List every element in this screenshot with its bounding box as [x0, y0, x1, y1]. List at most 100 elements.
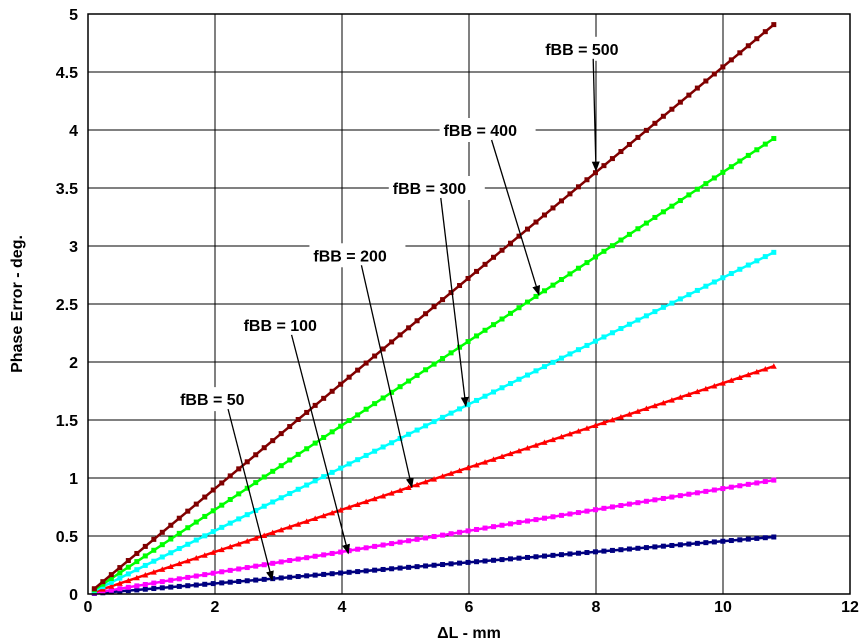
data-point — [406, 325, 412, 331]
data-point — [346, 374, 352, 380]
data-point — [457, 560, 463, 566]
data-point — [261, 532, 268, 538]
data-point — [567, 551, 573, 557]
data-point — [287, 574, 293, 580]
data-point — [482, 459, 489, 465]
data-point — [312, 478, 318, 484]
data-point — [125, 558, 131, 564]
y-tick-label: 3 — [69, 239, 78, 256]
data-point — [286, 524, 293, 530]
data-point — [677, 542, 683, 548]
data-point — [329, 429, 335, 435]
data-point — [210, 529, 216, 535]
x-tick-label: 0 — [84, 599, 93, 616]
data-point — [745, 152, 751, 158]
data-point — [372, 353, 378, 359]
data-point — [142, 581, 148, 587]
y-tick-label: 3.5 — [56, 181, 78, 198]
data-point — [558, 433, 565, 440]
data-point — [634, 408, 641, 414]
series-fbb-400 — [91, 135, 777, 593]
data-point — [652, 544, 658, 550]
data-point — [524, 518, 530, 524]
data-point — [278, 431, 284, 437]
data-point — [601, 163, 607, 169]
data-point — [261, 445, 267, 451]
data-point — [321, 571, 327, 577]
data-point — [592, 170, 598, 176]
series-fbb-500 — [91, 22, 777, 592]
data-point — [397, 332, 403, 338]
data-point — [491, 557, 497, 563]
data-point — [541, 288, 547, 294]
data-point — [321, 552, 327, 558]
data-point — [669, 494, 675, 500]
annotation-label: fBB = 500 — [545, 42, 618, 59]
data-point — [660, 495, 666, 501]
data-point — [431, 562, 437, 568]
annotation-fbb-50: fBB = 50 — [176, 387, 274, 582]
data-point — [380, 566, 386, 572]
data-point — [219, 580, 225, 586]
annotation-label-bg — [541, 36, 638, 61]
data-point — [770, 363, 777, 369]
annotation-fbb-200: fBB = 200 — [309, 243, 414, 489]
data-point — [745, 481, 751, 487]
data-point — [669, 203, 675, 209]
data-point — [719, 380, 726, 386]
data-point — [159, 529, 165, 535]
data-point — [728, 538, 734, 544]
data-point — [524, 226, 530, 232]
data-point — [134, 550, 140, 556]
data-point — [762, 535, 768, 541]
data-point — [524, 372, 530, 378]
data-point — [210, 570, 216, 576]
data-point — [210, 581, 216, 587]
data-point — [388, 490, 395, 496]
data-point — [474, 526, 480, 532]
data-point — [210, 549, 217, 555]
data-point — [652, 309, 658, 315]
data-point — [686, 491, 692, 497]
data-point — [142, 571, 149, 578]
data-point — [686, 292, 692, 298]
data-point — [117, 588, 123, 594]
data-point — [575, 510, 581, 516]
data-point — [236, 516, 242, 522]
data-point — [108, 587, 114, 593]
data-point — [337, 507, 344, 513]
data-point — [380, 444, 386, 450]
data-point — [270, 468, 276, 474]
data-point — [626, 321, 632, 327]
data-point — [176, 515, 182, 521]
annotation-label-bg — [309, 243, 406, 268]
annotation-label-bg — [439, 118, 536, 142]
data-point — [474, 397, 480, 403]
data-point — [711, 487, 717, 493]
annotation-fbb-100: fBB = 100 — [239, 312, 350, 555]
data-point — [668, 397, 675, 403]
annotation-label: fBB = 400 — [444, 123, 517, 140]
data-point — [584, 177, 590, 183]
data-point — [635, 134, 641, 140]
data-point — [329, 509, 336, 516]
data-point — [363, 452, 369, 458]
data-point — [185, 525, 191, 531]
data-point — [295, 451, 301, 457]
data-point — [584, 342, 590, 348]
data-point — [643, 220, 649, 226]
data-point — [499, 557, 505, 563]
data-point — [304, 409, 310, 415]
data-point — [312, 402, 318, 408]
annotation-arrow — [591, 58, 600, 172]
data-point — [406, 431, 412, 437]
data-point — [414, 318, 420, 324]
data-point — [312, 440, 318, 446]
x-tick-label: 2 — [211, 599, 220, 616]
data-point — [287, 457, 293, 463]
data-point — [278, 463, 284, 469]
data-point — [125, 577, 132, 584]
data-point — [304, 482, 310, 488]
data-point — [295, 521, 302, 527]
data-point — [193, 519, 199, 525]
